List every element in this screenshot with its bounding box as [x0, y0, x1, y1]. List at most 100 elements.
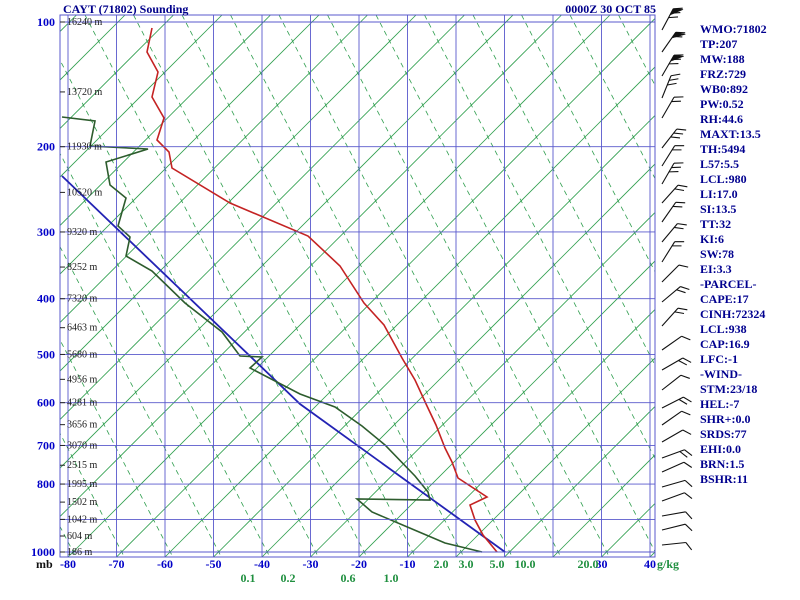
barb-tick [674, 241, 685, 243]
barb-shaft [661, 449, 685, 459]
barb-tick [681, 335, 691, 341]
stat-line: SW:78 [700, 247, 735, 261]
temp-label: -60 [157, 557, 173, 571]
stat-line: BSHR:11 [700, 472, 749, 486]
height-label: 10520 m [67, 187, 103, 198]
barb-tick [680, 286, 690, 291]
stats-panel: WMO:71802 TP:207 MW:188 FRZ:729 WB0:892 … [700, 22, 798, 487]
height-label: 8252 m [67, 262, 98, 273]
barb-shaft [661, 162, 675, 185]
barb-shaft [661, 128, 678, 149]
temp-label: -30 [303, 557, 319, 571]
stat-line: CINH:72324 [700, 307, 766, 321]
temp-label: 40 [644, 557, 656, 571]
isotherm-line [60, 15, 368, 324]
adiabat-line [230, 15, 513, 557]
stat-line: SHR+:0.0 [700, 412, 751, 426]
barb-tick [670, 73, 681, 77]
barb-shaft [661, 396, 684, 409]
height-label: 3070 m [67, 440, 98, 451]
stat-line: SRDS:77 [700, 427, 747, 441]
pressure-label: 200 [37, 140, 55, 154]
barb-pennant [671, 32, 686, 39]
wind-barb [661, 145, 685, 167]
barb-tick [671, 100, 681, 103]
height-label: 604 m [67, 531, 93, 542]
pressure-label: 700 [37, 438, 55, 452]
barb-shaft [661, 202, 677, 223]
stat-line: LI:17.0 [700, 187, 738, 201]
adiabat-line [569, 15, 655, 180]
mixing-unit-label: g/kg [657, 557, 679, 571]
barb-shaft [661, 523, 686, 531]
barb-tick [677, 307, 688, 311]
barb-shaft [661, 479, 686, 488]
isotherm-line [358, 260, 655, 557]
wind-barb [661, 307, 688, 327]
pressure-label: 800 [37, 477, 55, 491]
temp-label: -50 [206, 557, 222, 571]
stat-line: TT:32 [700, 217, 732, 231]
adiabat-line [60, 152, 271, 557]
adiabat-line [375, 15, 655, 553]
barb-pennant [669, 54, 684, 62]
stat-line: CAPE:17 [700, 292, 749, 306]
wind-barb [661, 128, 687, 149]
wind-barb [661, 7, 684, 31]
barb-tick [669, 78, 679, 81]
barb-shaft [661, 223, 678, 243]
stat-line: WMO:71802 [700, 22, 767, 36]
barb-shaft [661, 429, 684, 443]
wind-barb [661, 335, 691, 351]
isotherm-line [455, 357, 655, 557]
pressure-label: 600 [37, 396, 55, 410]
stat-line: MAXT:13.5 [700, 127, 761, 141]
stat-line: SI:13.5 [700, 202, 737, 216]
mixing-ratio-label: 0.2 [281, 571, 296, 585]
wind-barb [661, 223, 687, 243]
adiabat-line [327, 15, 610, 557]
mixing-ratio-label: 20.0 [578, 557, 599, 571]
temperature-trace [146, 27, 498, 553]
isotherm-line [213, 114, 655, 557]
plot-area [0, 15, 655, 557]
wind-barb [661, 286, 690, 303]
isotherm-line [504, 405, 655, 557]
adiabat-line [0, 15, 27, 557]
adiabat-line [472, 15, 655, 366]
stat-line: FRZ:729 [700, 67, 746, 81]
adiabat-line [60, 432, 125, 557]
page-title: CAYT (71802) Sounding [63, 2, 189, 16]
height-label: 7320 m [67, 294, 98, 305]
wind-barb [661, 96, 684, 119]
barb-tick [668, 16, 679, 19]
wind-barb [661, 410, 691, 426]
barb-shaft [661, 374, 682, 391]
barb-tick [678, 398, 688, 405]
stat-line: KI:6 [700, 232, 724, 246]
barb-pennant [669, 8, 684, 16]
barb-shaft [661, 184, 679, 204]
temp-label: -40 [254, 557, 270, 571]
adiabat-line [60, 59, 319, 557]
temp-label: -80 [60, 557, 76, 571]
stat-line: PW:0.52 [700, 97, 744, 111]
height-label: 4956 m [67, 374, 98, 385]
adiabat-line [181, 15, 465, 557]
wind-barb [661, 492, 693, 502]
height-label: 1042 m [67, 514, 98, 525]
barb-tick [674, 188, 685, 192]
wind-barb [661, 184, 688, 204]
barb-tick [682, 429, 692, 435]
stat-line: BRN:1.5 [700, 457, 745, 471]
wind-barb [661, 461, 693, 473]
barb-shaft [661, 461, 685, 473]
isotherm-line [552, 454, 655, 557]
barb-tick [670, 136, 681, 139]
height-label: 16240 m [67, 17, 103, 28]
barb-tick [683, 461, 693, 468]
pressure-unit-label: mb [36, 557, 53, 571]
temp-labels: -80 -70 -60 -50 -40 -30 -20 -10 30 40 [60, 557, 656, 571]
adiabat-line [133, 15, 416, 557]
